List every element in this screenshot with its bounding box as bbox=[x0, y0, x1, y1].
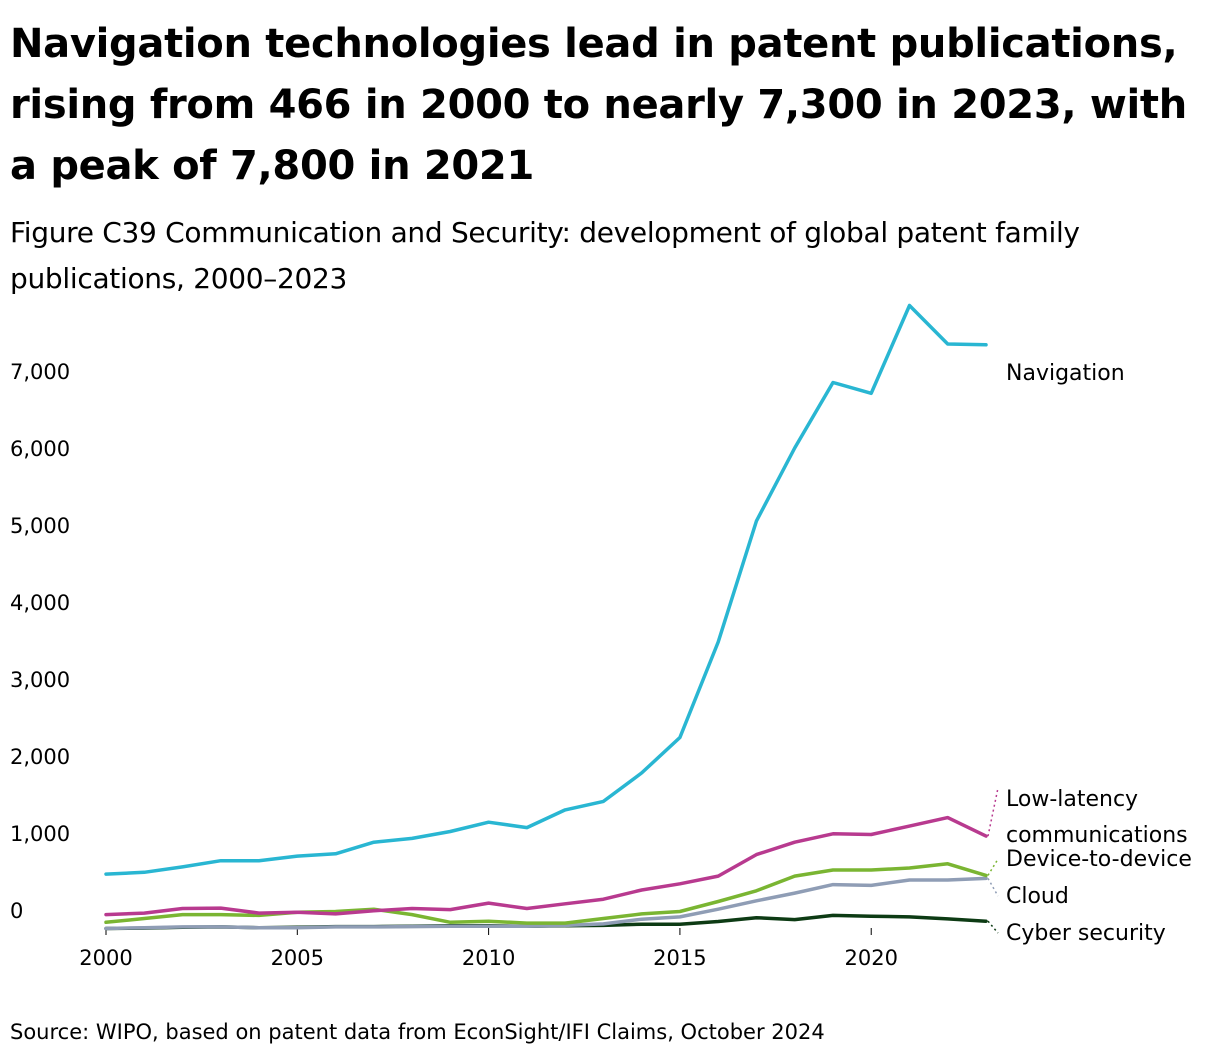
series-label-navigation: Navigation bbox=[1006, 361, 1125, 386]
y-tick-label: 0 bbox=[10, 899, 23, 923]
series-label-low-latency-communications: communications bbox=[1006, 823, 1188, 848]
label-leader-cloud bbox=[987, 878, 999, 897]
series-label-cyber-security: Cyber security bbox=[1006, 921, 1166, 946]
series-line-navigation bbox=[104, 303, 988, 876]
y-tick-label: 5,000 bbox=[10, 514, 70, 538]
y-tick-label: 4,000 bbox=[10, 591, 70, 615]
label-leader-low-latency-communications bbox=[987, 787, 999, 837]
x-axis: 2000 2005 2010 2015 2020 bbox=[79, 928, 898, 970]
y-tick-label: 6,000 bbox=[10, 437, 70, 461]
x-tick-label: 2015 bbox=[653, 946, 706, 970]
source-note: Source: WIPO, based on patent data from … bbox=[10, 1020, 825, 1044]
y-tick-label: 1,000 bbox=[10, 822, 70, 846]
y-tick-label: 3,000 bbox=[10, 668, 70, 692]
x-tick-label: 2000 bbox=[79, 946, 132, 970]
series-label-cloud: Cloud bbox=[1006, 884, 1069, 909]
series-lines bbox=[104, 303, 999, 934]
y-tick-label: 7,000 bbox=[10, 360, 70, 384]
series-line-low-latency-communications bbox=[104, 815, 988, 917]
figure-caption: Figure C39 Communication and Security: d… bbox=[10, 216, 1080, 295]
series-label-device-to-device: Device-to-device bbox=[1006, 847, 1192, 872]
x-tick-label: 2010 bbox=[462, 946, 515, 970]
series-label-low-latency-communications: Low-latency bbox=[1006, 787, 1138, 812]
series-labels: Navigation Low-latency communicationsDevic… bbox=[1006, 361, 1192, 946]
x-tick-label: 2020 bbox=[844, 946, 897, 970]
label-leader-device-to-device bbox=[987, 858, 999, 876]
y-tick-label: 2,000 bbox=[10, 745, 70, 769]
label-leader-cyber-security bbox=[987, 920, 999, 934]
chart-title: Navigation technologies lead in patent p… bbox=[10, 21, 1187, 189]
series-line-device-to-device bbox=[104, 862, 988, 925]
x-tick-label: 2005 bbox=[271, 946, 324, 970]
y-axis: 0 1,000 2,000 3,000 4,000 5,000 6,000 7,000 bbox=[10, 360, 70, 923]
series-line-cloud bbox=[104, 876, 988, 931]
